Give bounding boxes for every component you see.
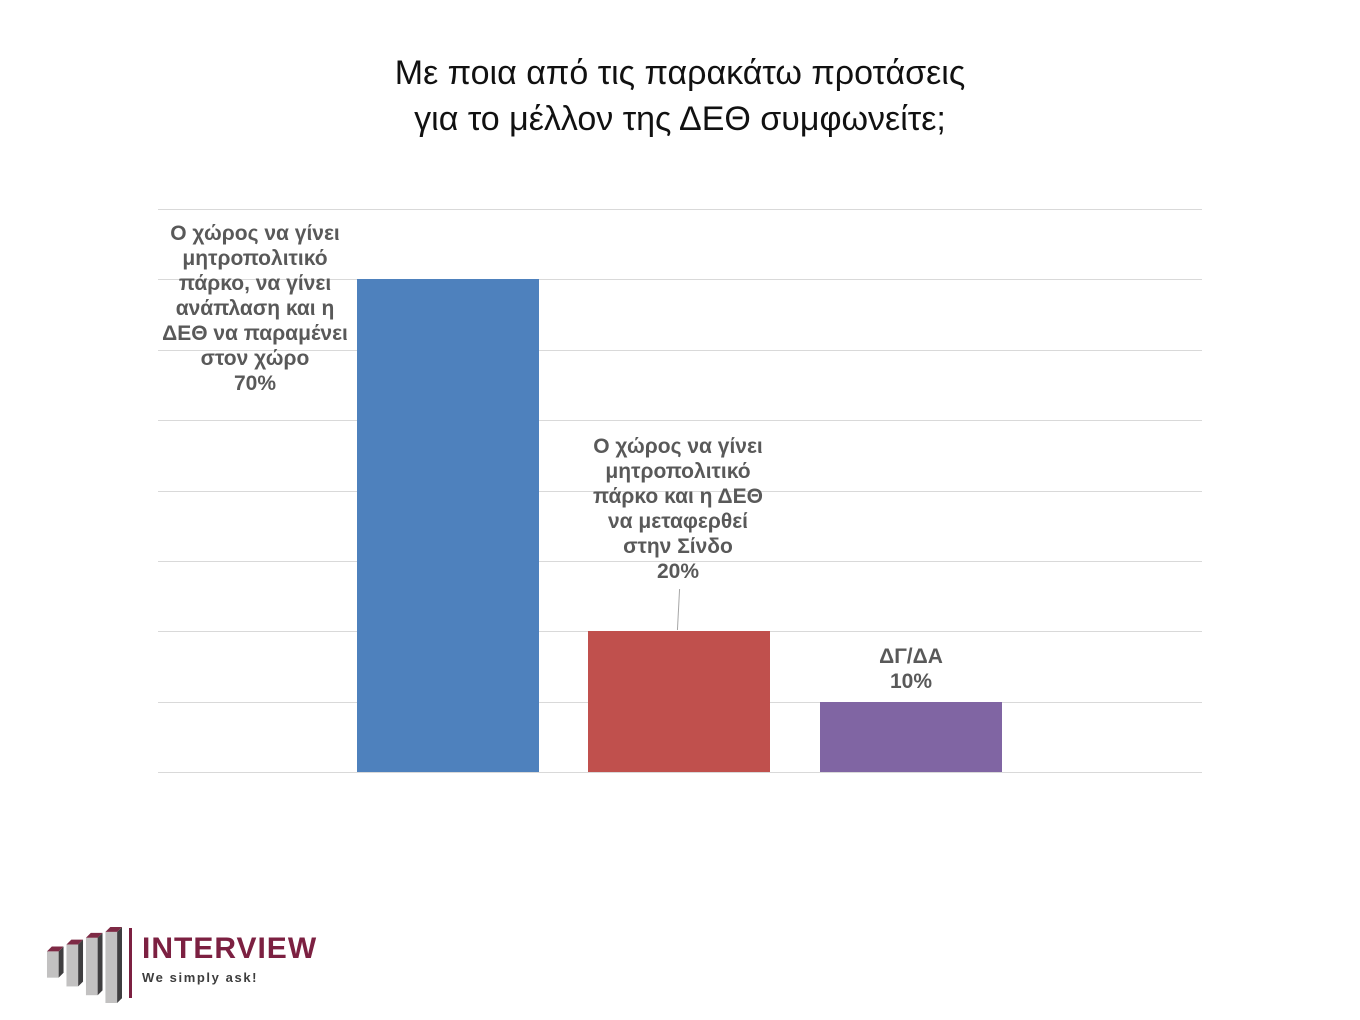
- chart-title-line1: Με ποια από τις παρακάτω προτάσεις: [394, 54, 966, 92]
- label-line: 20%: [656, 560, 700, 583]
- label-line: μητροπολιτικό: [182, 247, 328, 270]
- bar-dont-know-no-answer-label: ΔΓ/ΔΑ 10%: [751, 644, 1071, 694]
- gridline-50: [158, 420, 1202, 422]
- gridline-70: [158, 279, 1202, 281]
- logo-tagline: We simply ask!: [142, 970, 259, 985]
- chart-title-line2: για το μέλλον της ΔΕΘ συμφωνείτε;: [414, 100, 946, 138]
- gridline-0: [158, 772, 1202, 773]
- label-line: ΔΓ/ΔΑ: [879, 645, 943, 668]
- gridline-40: [158, 490, 1202, 492]
- logo-text: INTERVIEW We simply ask!: [142, 926, 318, 986]
- bar-dont-know-no-answer: [820, 701, 1002, 772]
- bar-park-tif-moves-to-sindos: [588, 631, 770, 772]
- interview-logo: INTERVIEW We simply ask!: [46, 926, 317, 1004]
- 3d-bar-chart-logo-icon: [46, 927, 122, 1003]
- bar-park-tif-moves-to-sindos-label: Ο χώρος να γίνει μητροπολιτικό πάρκο και η…: [518, 434, 838, 584]
- label-line: στην Σίνδο: [623, 535, 733, 558]
- chart-title: Με ποια από τις παρακάτω προτάσεις για τ…: [0, 50, 1360, 142]
- gridline-60: [158, 349, 1202, 351]
- label-line: να μεταφερθεί: [607, 510, 749, 533]
- label-line: στον χώρο: [200, 347, 310, 370]
- bar-park-redevelopment-tif-stays: [357, 279, 539, 772]
- label-line: Ο χώρος να γίνει: [170, 222, 340, 245]
- label-line: μητροπολιτικό: [605, 460, 751, 483]
- label-line: 70%: [233, 372, 277, 395]
- label-line: ανάπλαση και η: [175, 297, 335, 320]
- logo-divider: [129, 928, 132, 998]
- label-line: ΔΕΘ να παραμένει: [162, 322, 348, 345]
- logo-name: INTERVIEW: [142, 932, 318, 965]
- gridline-30: [158, 560, 1202, 562]
- label-line: πάρκο, να γίνει: [178, 272, 332, 295]
- bar-park-redevelopment-tif-stays-label: Ο χώρος να γίνει μητροπολιτικό πάρκο, να γ…: [95, 221, 415, 396]
- gridline-80: [158, 209, 1202, 210]
- label-line: 10%: [889, 670, 933, 693]
- label-line: πάρκο και η ΔΕΘ: [593, 485, 763, 508]
- label-line: Ο χώρος να γίνει: [593, 435, 763, 458]
